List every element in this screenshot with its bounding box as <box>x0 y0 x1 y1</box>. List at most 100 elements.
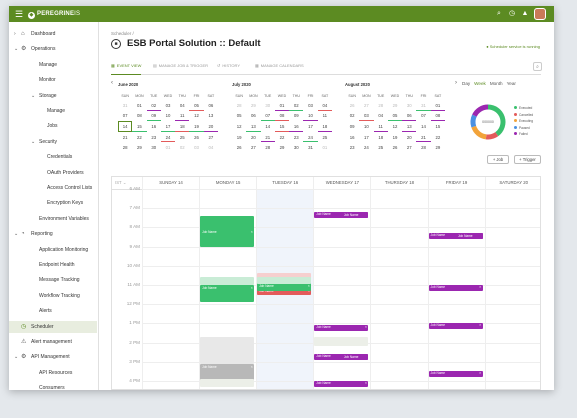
scheduled-job-event[interactable]: Job Name × <box>200 285 255 303</box>
calendar-day[interactable]: 22 <box>279 134 285 140</box>
calendar-day[interactable]: 07 <box>122 113 128 119</box>
calendar-day[interactable]: 19 <box>236 134 242 140</box>
next-month-button[interactable]: › <box>455 80 457 86</box>
hamburger-icon[interactable]: ☰ <box>15 9 24 19</box>
sidebar-item-monitor[interactable]: Monitor <box>9 74 97 86</box>
sidebar-item-access-control-lists[interactable]: Access Control Lists <box>9 182 97 194</box>
scheduled-job-event[interactable] <box>314 336 369 347</box>
scheduled-job-event[interactable] <box>257 277 312 285</box>
calendar-day[interactable]: 19 <box>392 134 398 140</box>
calendar-day[interactable]: 14 <box>421 123 426 129</box>
calendar-day[interactable]: 01 <box>322 145 328 151</box>
calendar-day[interactable]: 04 <box>378 113 384 119</box>
calendar-day[interactable]: 27 <box>251 145 256 151</box>
calendar-day[interactable]: 05 <box>388 111 402 122</box>
scheduled-job-event[interactable]: Job Name <box>456 233 483 239</box>
calendar-day[interactable]: 09 <box>147 111 161 122</box>
tab-manage-calendars[interactable]: ▦ MANAGE CALENDARS <box>255 63 304 74</box>
calendar-day[interactable]: 14 <box>265 123 271 129</box>
calendar-day[interactable]: 24 <box>364 145 369 151</box>
calendar-day[interactable]: 04 <box>179 102 185 108</box>
breadcrumb[interactable]: Scheduler / <box>111 31 134 36</box>
calendar-day[interactable]: 31 <box>308 145 313 151</box>
calendar-day[interactable]: 16 <box>289 121 303 132</box>
calendar-day[interactable]: 06 <box>208 102 214 108</box>
scheduled-job-event[interactable] <box>200 277 255 285</box>
calendar-day[interactable]: 10 <box>364 123 369 129</box>
sidebar-item-consumers[interactable]: Consumers <box>9 382 97 390</box>
timezone-select[interactable]: IST ⌄ <box>115 180 127 185</box>
scheduled-job-event[interactable]: Job Name × <box>314 325 369 332</box>
chevron-down-icon[interactable]: ⌄ <box>14 354 19 361</box>
calendar-day[interactable]: 30 <box>151 145 157 151</box>
scheduled-job-event[interactable]: Job Name × <box>257 283 312 291</box>
scheduled-job-event[interactable]: Job Name × <box>200 229 255 247</box>
calendar-day[interactable]: 22 <box>137 134 142 140</box>
scheduled-job-event[interactable] <box>200 215 255 232</box>
chevron-down-icon[interactable]: ⌄ <box>31 138 36 145</box>
calendar-day[interactable]: 02 <box>349 113 355 119</box>
calendar-day[interactable]: 05 <box>189 100 203 111</box>
calendar-day[interactable]: 24 <box>303 132 317 143</box>
view-week-button[interactable]: Week <box>474 81 486 86</box>
close-icon[interactable]: × <box>365 381 367 385</box>
sidebar-item-message-tracking[interactable]: Message Tracking <box>9 274 97 286</box>
tab-event-view[interactable]: ▦ EVENT VIEW <box>111 63 142 75</box>
calendar-day[interactable]: 06 <box>402 111 416 122</box>
calendar-day[interactable]: 01 <box>165 145 171 151</box>
calendar-day[interactable]: 30 <box>406 102 412 108</box>
calendar-day[interactable]: 04 <box>318 100 332 111</box>
calendar-day[interactable]: 23 <box>293 134 299 140</box>
close-icon[interactable]: × <box>307 288 310 293</box>
scheduled-job-event[interactable]: Job Name × <box>428 323 483 330</box>
search-button[interactable]: ⌕ <box>533 62 542 71</box>
scheduled-job-event[interactable]: Job Name × <box>428 371 483 378</box>
calendar-day[interactable]: 28 <box>378 102 384 108</box>
calendar-day[interactable]: 17 <box>308 123 313 129</box>
close-icon[interactable]: × <box>479 285 482 289</box>
calendar-day[interactable]: 29 <box>279 145 285 151</box>
calendar-day[interactable]: 01 <box>431 100 445 111</box>
day-header-thursday[interactable]: THURSDAY 18 <box>370 177 427 189</box>
calendar-day[interactable]: 26 <box>236 145 242 151</box>
add-job-button[interactable]: + Job <box>487 155 509 164</box>
calendar-day[interactable]: 16 <box>349 134 355 140</box>
scheduled-job-event[interactable]: Job Name × <box>428 285 483 291</box>
day-header-tuesday[interactable]: TUESDAY 16 <box>256 177 313 189</box>
scheduled-job-event[interactable] <box>200 379 255 387</box>
sidebar-item-api-management[interactable]: ⌄ ⚙ API Management <box>9 351 97 363</box>
calendar-day[interactable]: 02 <box>179 145 185 151</box>
calendar-day[interactable]: 03 <box>194 145 199 151</box>
calendar-day[interactable]: 03 <box>308 102 313 108</box>
calendar-day[interactable]: 17 <box>161 121 175 132</box>
day-header-sunday[interactable]: SUNDAY 14 <box>142 177 199 189</box>
sidebar-item-scheduler[interactable]: ◷ Scheduler <box>9 320 97 333</box>
calendar-day[interactable]: 23 <box>349 145 355 151</box>
scheduled-job-event[interactable]: Job Name × <box>257 288 312 295</box>
calendar-day[interactable]: 05 <box>236 113 242 119</box>
calendar-day[interactable]: 31 <box>122 102 128 108</box>
close-icon[interactable]: × <box>479 371 482 376</box>
calendar-day[interactable]: 03 <box>359 111 373 122</box>
calendar-day[interactable]: 21 <box>261 132 275 143</box>
calendar-day[interactable]: 13 <box>402 121 416 132</box>
prev-month-button[interactable]: ‹ <box>111 80 113 86</box>
calendar-day[interactable]: 12 <box>236 123 242 129</box>
app-logo[interactable]: ◆ PEREGRINEIS <box>28 11 81 19</box>
calendar-day[interactable]: 20 <box>251 134 256 140</box>
calendar-day[interactable]: 20 <box>204 121 218 132</box>
calendar-day[interactable]: 20 <box>406 134 412 140</box>
calendar-day[interactable]: 27 <box>208 134 214 140</box>
day-header-friday[interactable]: FRIDAY 19 <box>427 177 485 189</box>
calendar-day[interactable]: 29 <box>251 102 256 108</box>
calendar-day[interactable]: 13 <box>208 113 214 119</box>
calendar-day[interactable]: 14 <box>118 121 133 132</box>
add-trigger-button[interactable]: + Trigger <box>514 155 541 164</box>
calendar-day[interactable]: 01 <box>137 102 142 108</box>
calendar-day[interactable]: 30 <box>265 102 271 108</box>
sidebar-item-manage[interactable]: Manage <box>9 105 97 117</box>
calendar-day[interactable]: 18 <box>175 121 189 132</box>
calendar-day[interactable]: 03 <box>165 102 171 108</box>
user-avatar[interactable] <box>534 8 546 20</box>
calendar-day[interactable]: 28 <box>236 102 242 108</box>
